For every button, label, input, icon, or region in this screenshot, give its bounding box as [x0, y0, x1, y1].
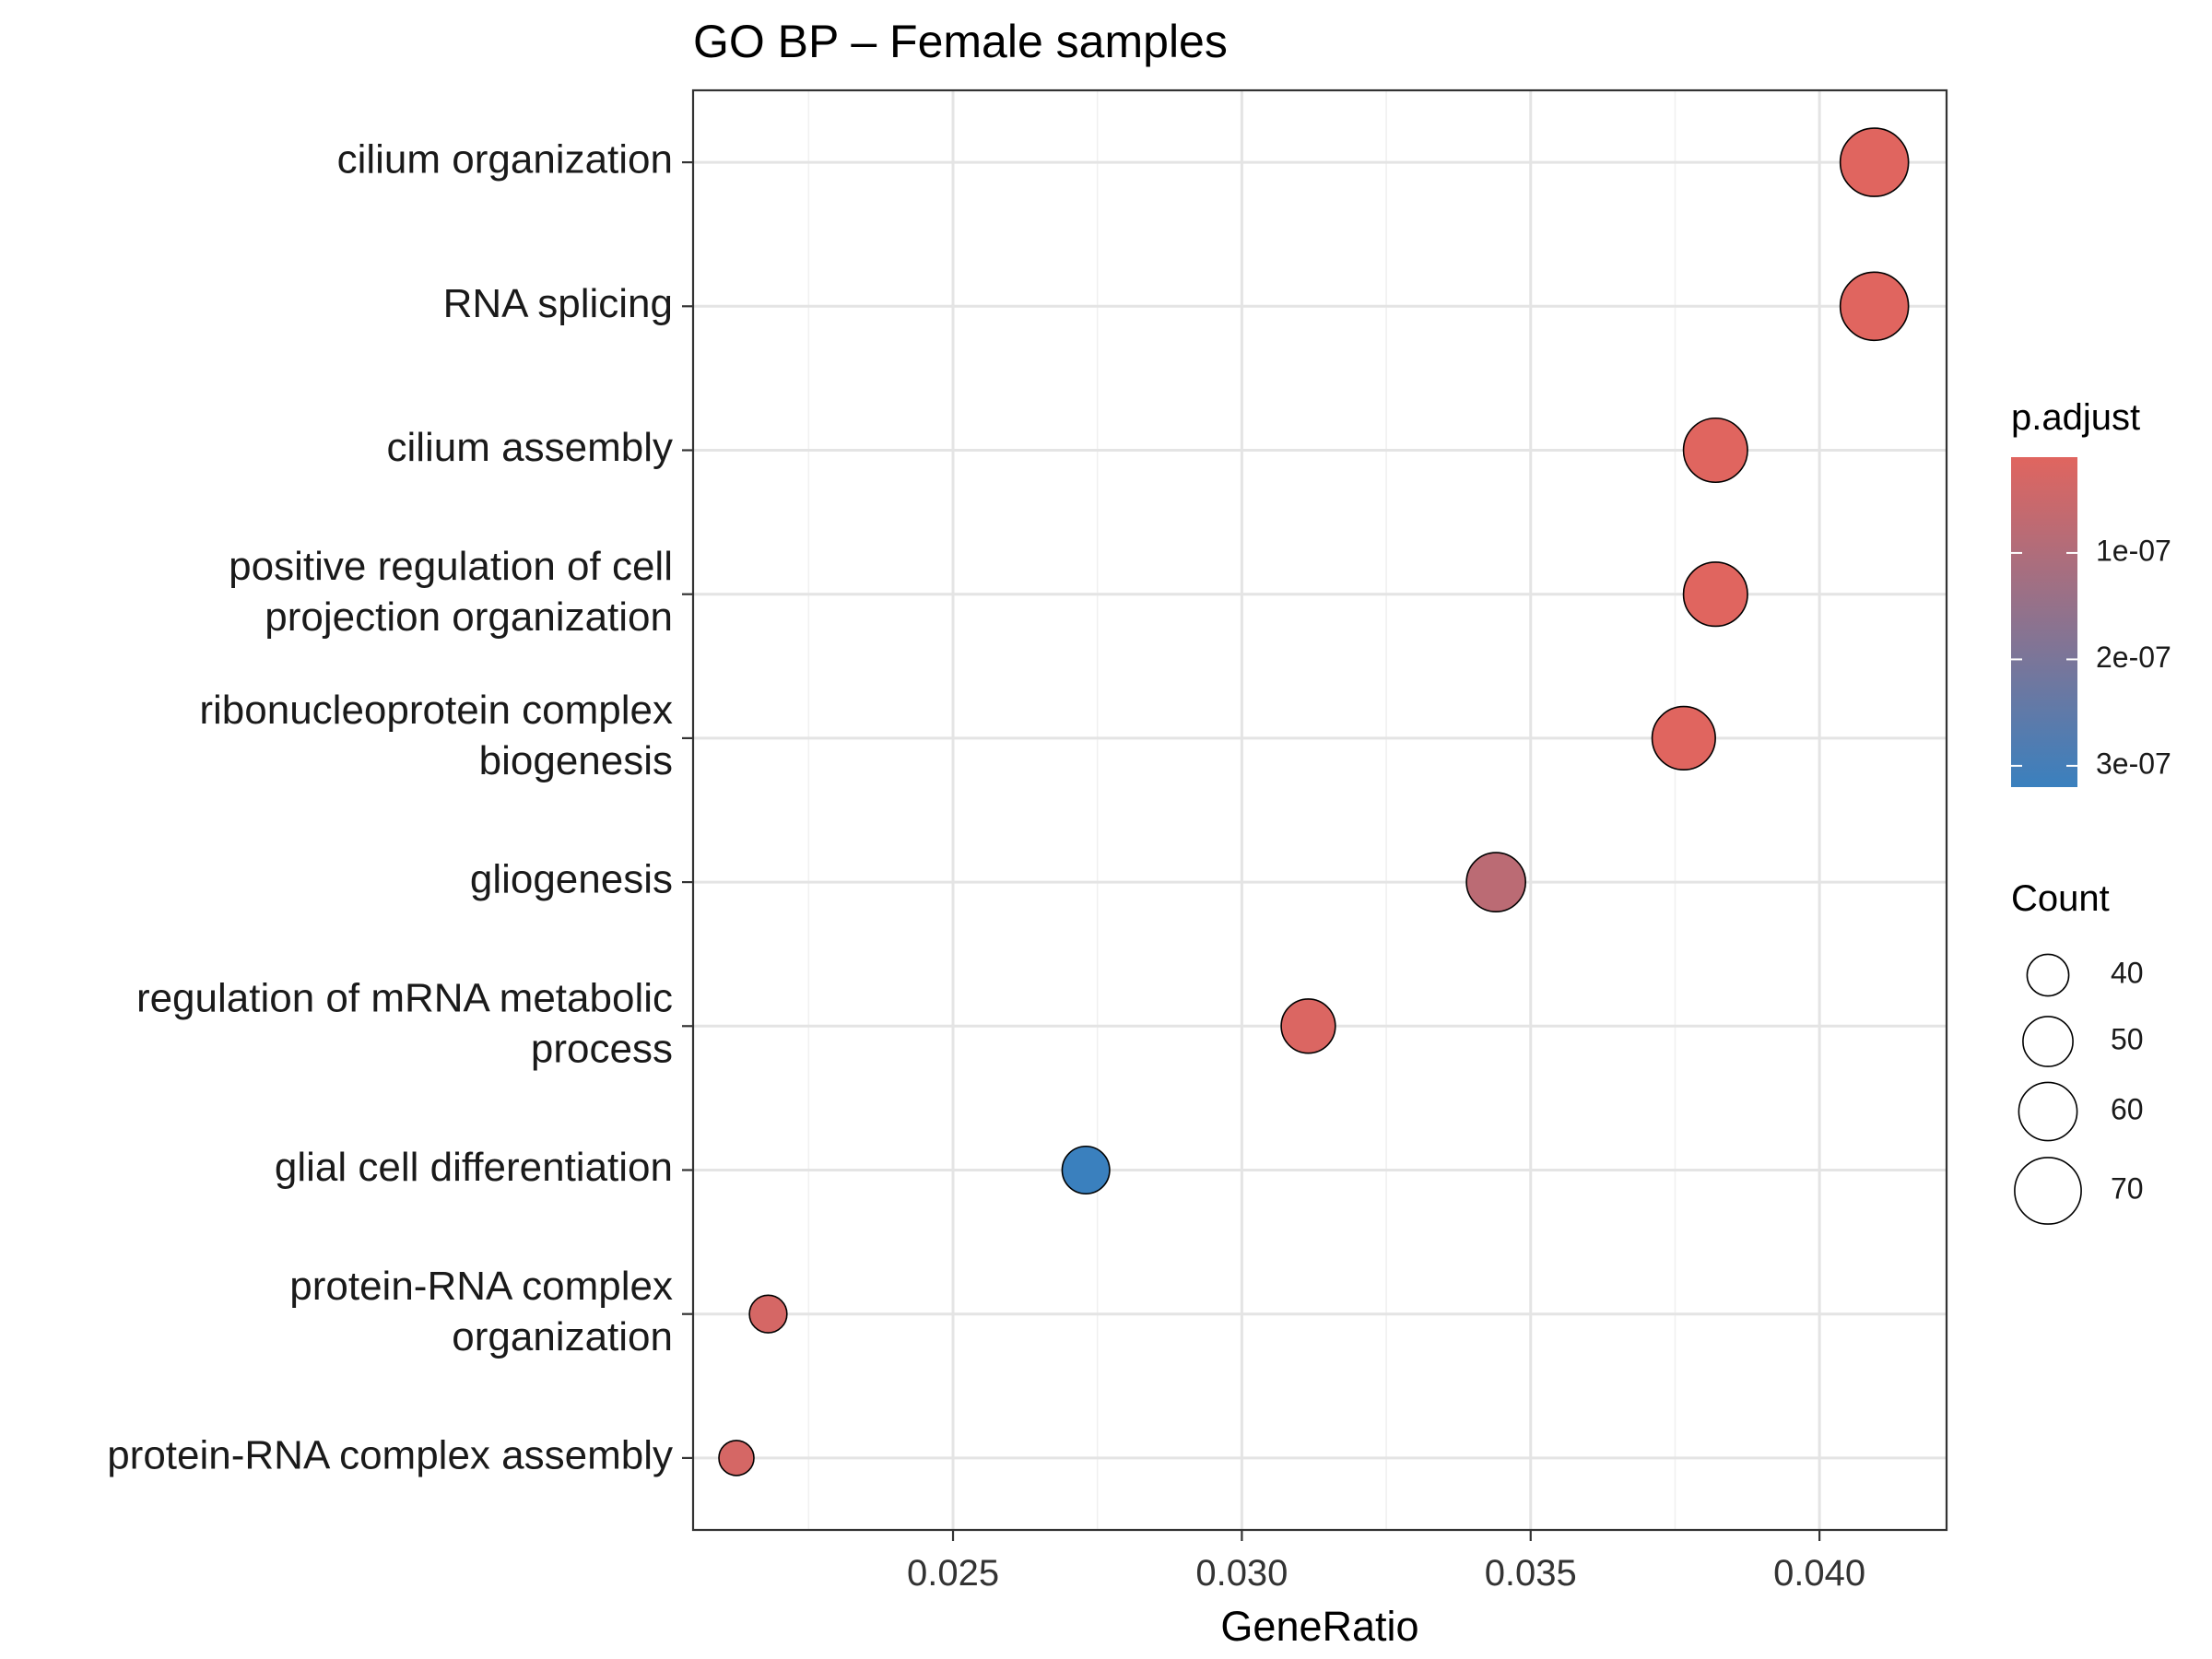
category-label: process [531, 1026, 673, 1071]
category-label: cilium assembly [386, 425, 673, 470]
x-axis: 0.025 0.030 0.035 0.040 [907, 1530, 1865, 1594]
category-label: ribonucleoprotein complex [199, 688, 673, 733]
color-legend: p.adjust 1e-07 2e-07 3e-07 [2011, 397, 2171, 787]
data-point [1280, 998, 1336, 1054]
plot-panel [693, 90, 1947, 1530]
x-tick-label: 0.025 [907, 1553, 999, 1594]
x-axis-title: GeneRatio [1220, 1603, 1418, 1650]
points-layer [718, 127, 1910, 1477]
data-point [718, 1440, 755, 1477]
size-legend-key [2026, 953, 2070, 997]
category-label: cilium organization [337, 137, 673, 182]
legend: p.adjust 1e-07 2e-07 3e-07 Count 40 50 60 70 [2011, 397, 2171, 1225]
y-axis: cilium organization RNA splicing cilium as… [107, 137, 693, 1478]
data-point [748, 1294, 788, 1334]
category-label: gliogenesis [470, 857, 673, 902]
size-legend-label: 60 [2111, 1092, 2144, 1125]
category-label: protein-RNA complex assembly [107, 1433, 673, 1478]
size-legend-key [2022, 1016, 2074, 1067]
data-point [1839, 271, 1910, 342]
data-point [1651, 705, 1716, 771]
size-legend-label: 70 [2111, 1171, 2144, 1205]
data-point [1061, 1145, 1111, 1195]
size-legend-label: 40 [2111, 956, 2144, 989]
data-point [1465, 852, 1527, 912]
category-label: positive regulation of cell [229, 544, 673, 589]
data-point [1839, 127, 1910, 197]
size-legend-title: Count [2011, 878, 2110, 919]
size-legend-label: 50 [2111, 1022, 2144, 1055]
category-label: projection organization [265, 594, 673, 640]
category-label: regulation of mRNA metabolic [136, 975, 673, 1020]
data-point [1682, 561, 1748, 628]
color-bar-tick-label: 1e-07 [2096, 534, 2171, 567]
x-tick-label: 0.030 [1195, 1553, 1288, 1594]
x-tick-label: 0.040 [1773, 1553, 1865, 1594]
size-legend-key [2018, 1081, 2078, 1142]
category-label: RNA splicing [443, 281, 673, 326]
plot-border [691, 88, 1948, 1532]
data-point [1682, 417, 1748, 484]
color-bar-tick-label: 3e-07 [2096, 747, 2171, 780]
color-bar-tick-label: 2e-07 [2096, 641, 2171, 674]
category-label: biogenesis [479, 738, 673, 783]
size-legend: Count 40 50 60 70 [2011, 878, 2144, 1225]
color-bar [2011, 457, 2077, 787]
color-legend-title: p.adjust [2011, 397, 2140, 438]
size-legend-key [2014, 1157, 2082, 1225]
category-label: protein-RNA complex [289, 1264, 673, 1309]
color-bar-ticks: 1e-07 2e-07 3e-07 [2011, 534, 2171, 780]
category-label: organization [452, 1314, 673, 1359]
size-legend-keys: 40 50 60 70 [2014, 953, 2144, 1225]
chart-title: GO BP – Female samples [693, 16, 1228, 67]
category-label: glial cell differentiation [275, 1145, 673, 1190]
x-tick-label: 0.035 [1485, 1553, 1577, 1594]
